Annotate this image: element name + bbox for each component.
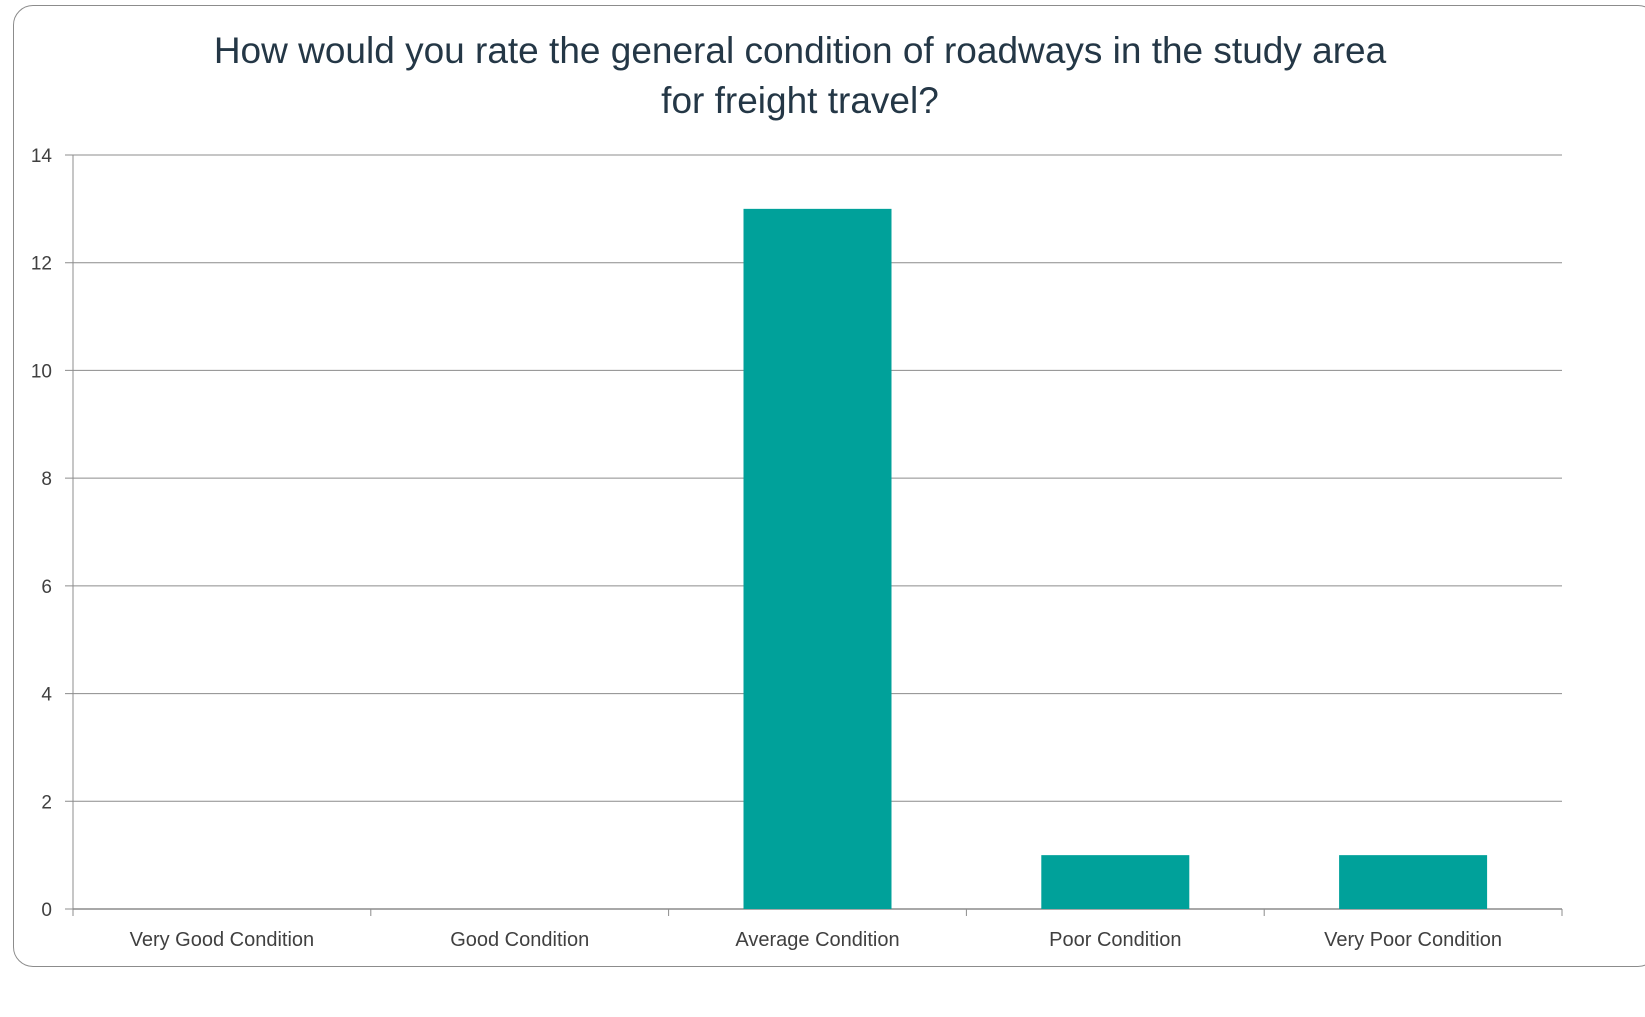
y-tick-label: 14 bbox=[31, 146, 53, 167]
x-axis-labels: Very Good Condition Good Condition Average… bbox=[130, 929, 1502, 951]
bar bbox=[743, 208, 892, 909]
y-tick-label: 8 bbox=[41, 469, 52, 490]
y-tick-label: 10 bbox=[31, 361, 52, 382]
chart-title-line-2: for freight travel? bbox=[661, 80, 939, 121]
chart-title-line-1: How would you rate the general condition… bbox=[213, 30, 1387, 71]
x-category-label: Average Condition bbox=[735, 929, 899, 951]
bar bbox=[1339, 855, 1488, 909]
bars bbox=[743, 208, 1488, 909]
x-category-label: Good Condition bbox=[450, 929, 589, 951]
y-tick-label: 0 bbox=[41, 900, 52, 921]
x-category-label: Poor Condition bbox=[1049, 929, 1181, 951]
y-tick-label: 2 bbox=[41, 792, 52, 813]
chart-title: How would you rate the general condition… bbox=[150, 26, 1450, 126]
y-axis-labels: 0 2 4 6 8 10 12 14 bbox=[31, 146, 53, 921]
bar bbox=[1041, 855, 1190, 909]
x-category-label: Very Poor Condition bbox=[1324, 929, 1502, 951]
x-category-label: Very Good Condition bbox=[130, 929, 315, 951]
y-tick-label: 6 bbox=[41, 577, 52, 598]
y-tick-label: 4 bbox=[41, 685, 52, 706]
y-tick-label: 12 bbox=[31, 254, 52, 275]
